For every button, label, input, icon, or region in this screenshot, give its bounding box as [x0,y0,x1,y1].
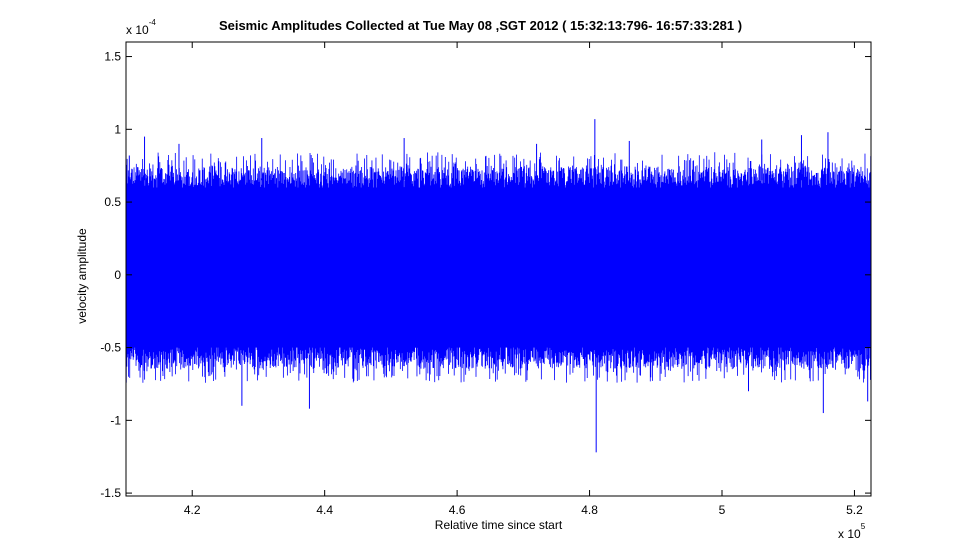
x-tick-label: 4.6 [449,503,466,517]
y-multiplier-exponent: -4 [148,18,156,27]
x-tick-label: 4.2 [184,503,201,517]
x-multiplier-base: x 10 [838,527,861,541]
y-tick-label: 1.5 [104,50,121,64]
x-axis-label: Relative time since start [434,518,563,532]
x-tick-label: 5 [719,503,726,517]
x-axis-multiplier: x 105 [838,522,865,541]
y-tick-label: 1 [114,122,121,136]
x-axis-ticks: 4.2 4.4 4.6 4.8 5 5.2 [184,42,863,517]
signal-core-band [126,187,871,348]
y-axis-label: velocity amplitude [75,228,89,324]
y-axis-ticks: -1.5 -1 -0.5 0 0.5 1 1.5 [100,50,871,500]
y-tick-label: -1.5 [100,486,121,500]
velocity-signal-series [125,152,872,383]
x-multiplier-exponent: 5 [860,522,866,531]
x-tick-label: 4.4 [316,503,333,517]
y-tick-label: -1 [110,413,121,427]
x-tick-label: 4.8 [581,503,598,517]
chart-title: Seismic Amplitudes Collected at Tue May … [218,18,743,33]
y-axis-multiplier: x 10-4 [126,18,156,37]
y-tick-label: 0.5 [104,195,121,209]
y-multiplier-base: x 10 [126,23,149,37]
y-tick-label: 0 [114,268,121,282]
plot-axes-box [125,41,872,497]
x-tick-label: 5.2 [846,503,863,517]
y-tick-label: -0.5 [100,341,121,355]
velocity-signal-spikes [128,119,869,453]
